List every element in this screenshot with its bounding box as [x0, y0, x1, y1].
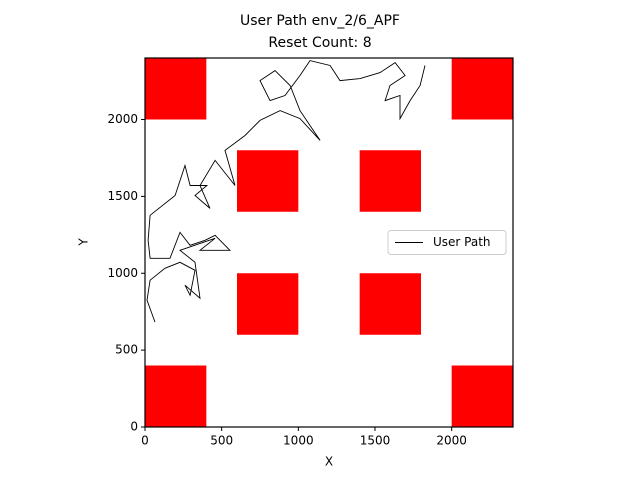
obstacle: [145, 58, 207, 120]
obstacle: [359, 150, 421, 212]
chart-subtitle: Reset Count: 8: [268, 35, 371, 51]
y-tick-label: 1500: [107, 189, 138, 203]
axes-frame: [144, 57, 514, 428]
obstacle: [359, 273, 421, 335]
chart-title: User Path env_2/6_APF: [240, 13, 400, 29]
legend: User Path: [387, 230, 507, 255]
y-tick-label: 0: [130, 420, 138, 434]
user-path-line: [146, 60, 426, 323]
obstacle: [145, 365, 207, 427]
y-tick-label: 500: [115, 343, 138, 357]
x-tick-label: 2000: [436, 434, 467, 448]
obstacle: [451, 58, 513, 120]
x-axis-label: X: [325, 455, 333, 469]
y-tick-label: 1000: [107, 266, 138, 280]
legend-box: [387, 230, 507, 255]
x-tick-label: 0: [141, 434, 149, 448]
obstacle: [237, 273, 299, 335]
obstacle: [237, 150, 299, 212]
y-tick-label: 2000: [107, 112, 138, 126]
plot-lines: [146, 60, 426, 323]
obstacle: [451, 365, 513, 427]
x-tick-label: 1000: [283, 434, 314, 448]
x-tick-label: 1500: [360, 434, 391, 448]
legend-label: User Path: [433, 235, 491, 249]
y-axis-label: Y: [77, 238, 91, 247]
x-tick-label: 500: [210, 434, 233, 448]
obstacles: [145, 58, 513, 427]
